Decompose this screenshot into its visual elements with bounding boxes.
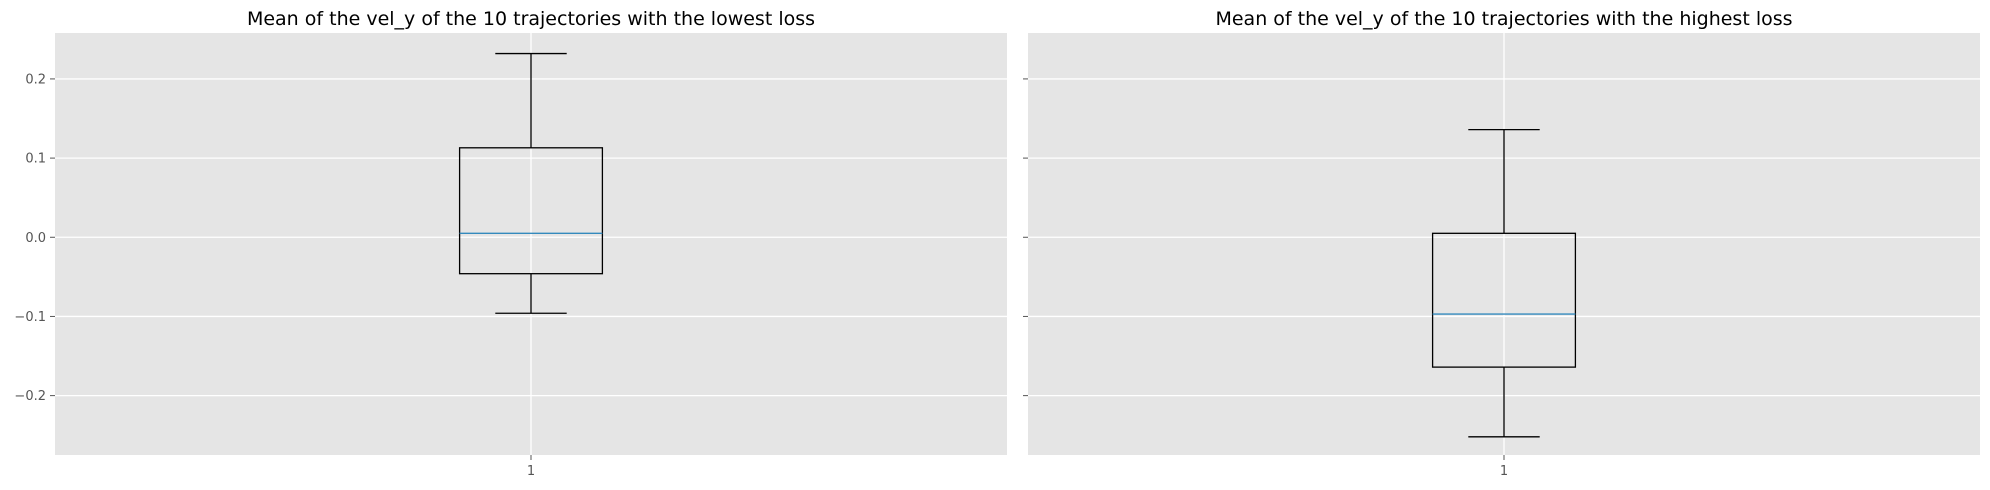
y-tick-label: −0.1 xyxy=(14,310,46,325)
x-tick-label: 1 xyxy=(1500,464,1508,479)
y-tick-label: 0.0 xyxy=(25,231,46,246)
y-ticks-right xyxy=(1023,78,1028,397)
chart-right: Mean of the vel_y of the 10 trajectories… xyxy=(1023,8,1980,479)
y-tick-label: 0.2 xyxy=(25,72,46,87)
chart-title-left: Mean of the vel_y of the 10 trajectories… xyxy=(247,8,815,30)
x-ticks-left: 1 xyxy=(527,455,535,479)
y-ticks-left: −0.2 −0.1 0.0 0.1 0.2 xyxy=(14,72,55,404)
box-iqr xyxy=(1431,232,1577,368)
y-tick-label: −0.2 xyxy=(14,389,46,404)
chart-title-right: Mean of the vel_y of the 10 trajectories… xyxy=(1215,8,1792,30)
x-ticks-right: 1 xyxy=(1500,455,1508,479)
box-iqr xyxy=(458,147,604,275)
x-tick-label: 1 xyxy=(527,464,535,479)
marks-left xyxy=(458,52,604,314)
marks-right xyxy=(1431,128,1577,438)
chart-left: Mean of the vel_y of the 10 trajectories… xyxy=(14,8,1007,479)
y-tick-label: 0.1 xyxy=(25,152,46,167)
